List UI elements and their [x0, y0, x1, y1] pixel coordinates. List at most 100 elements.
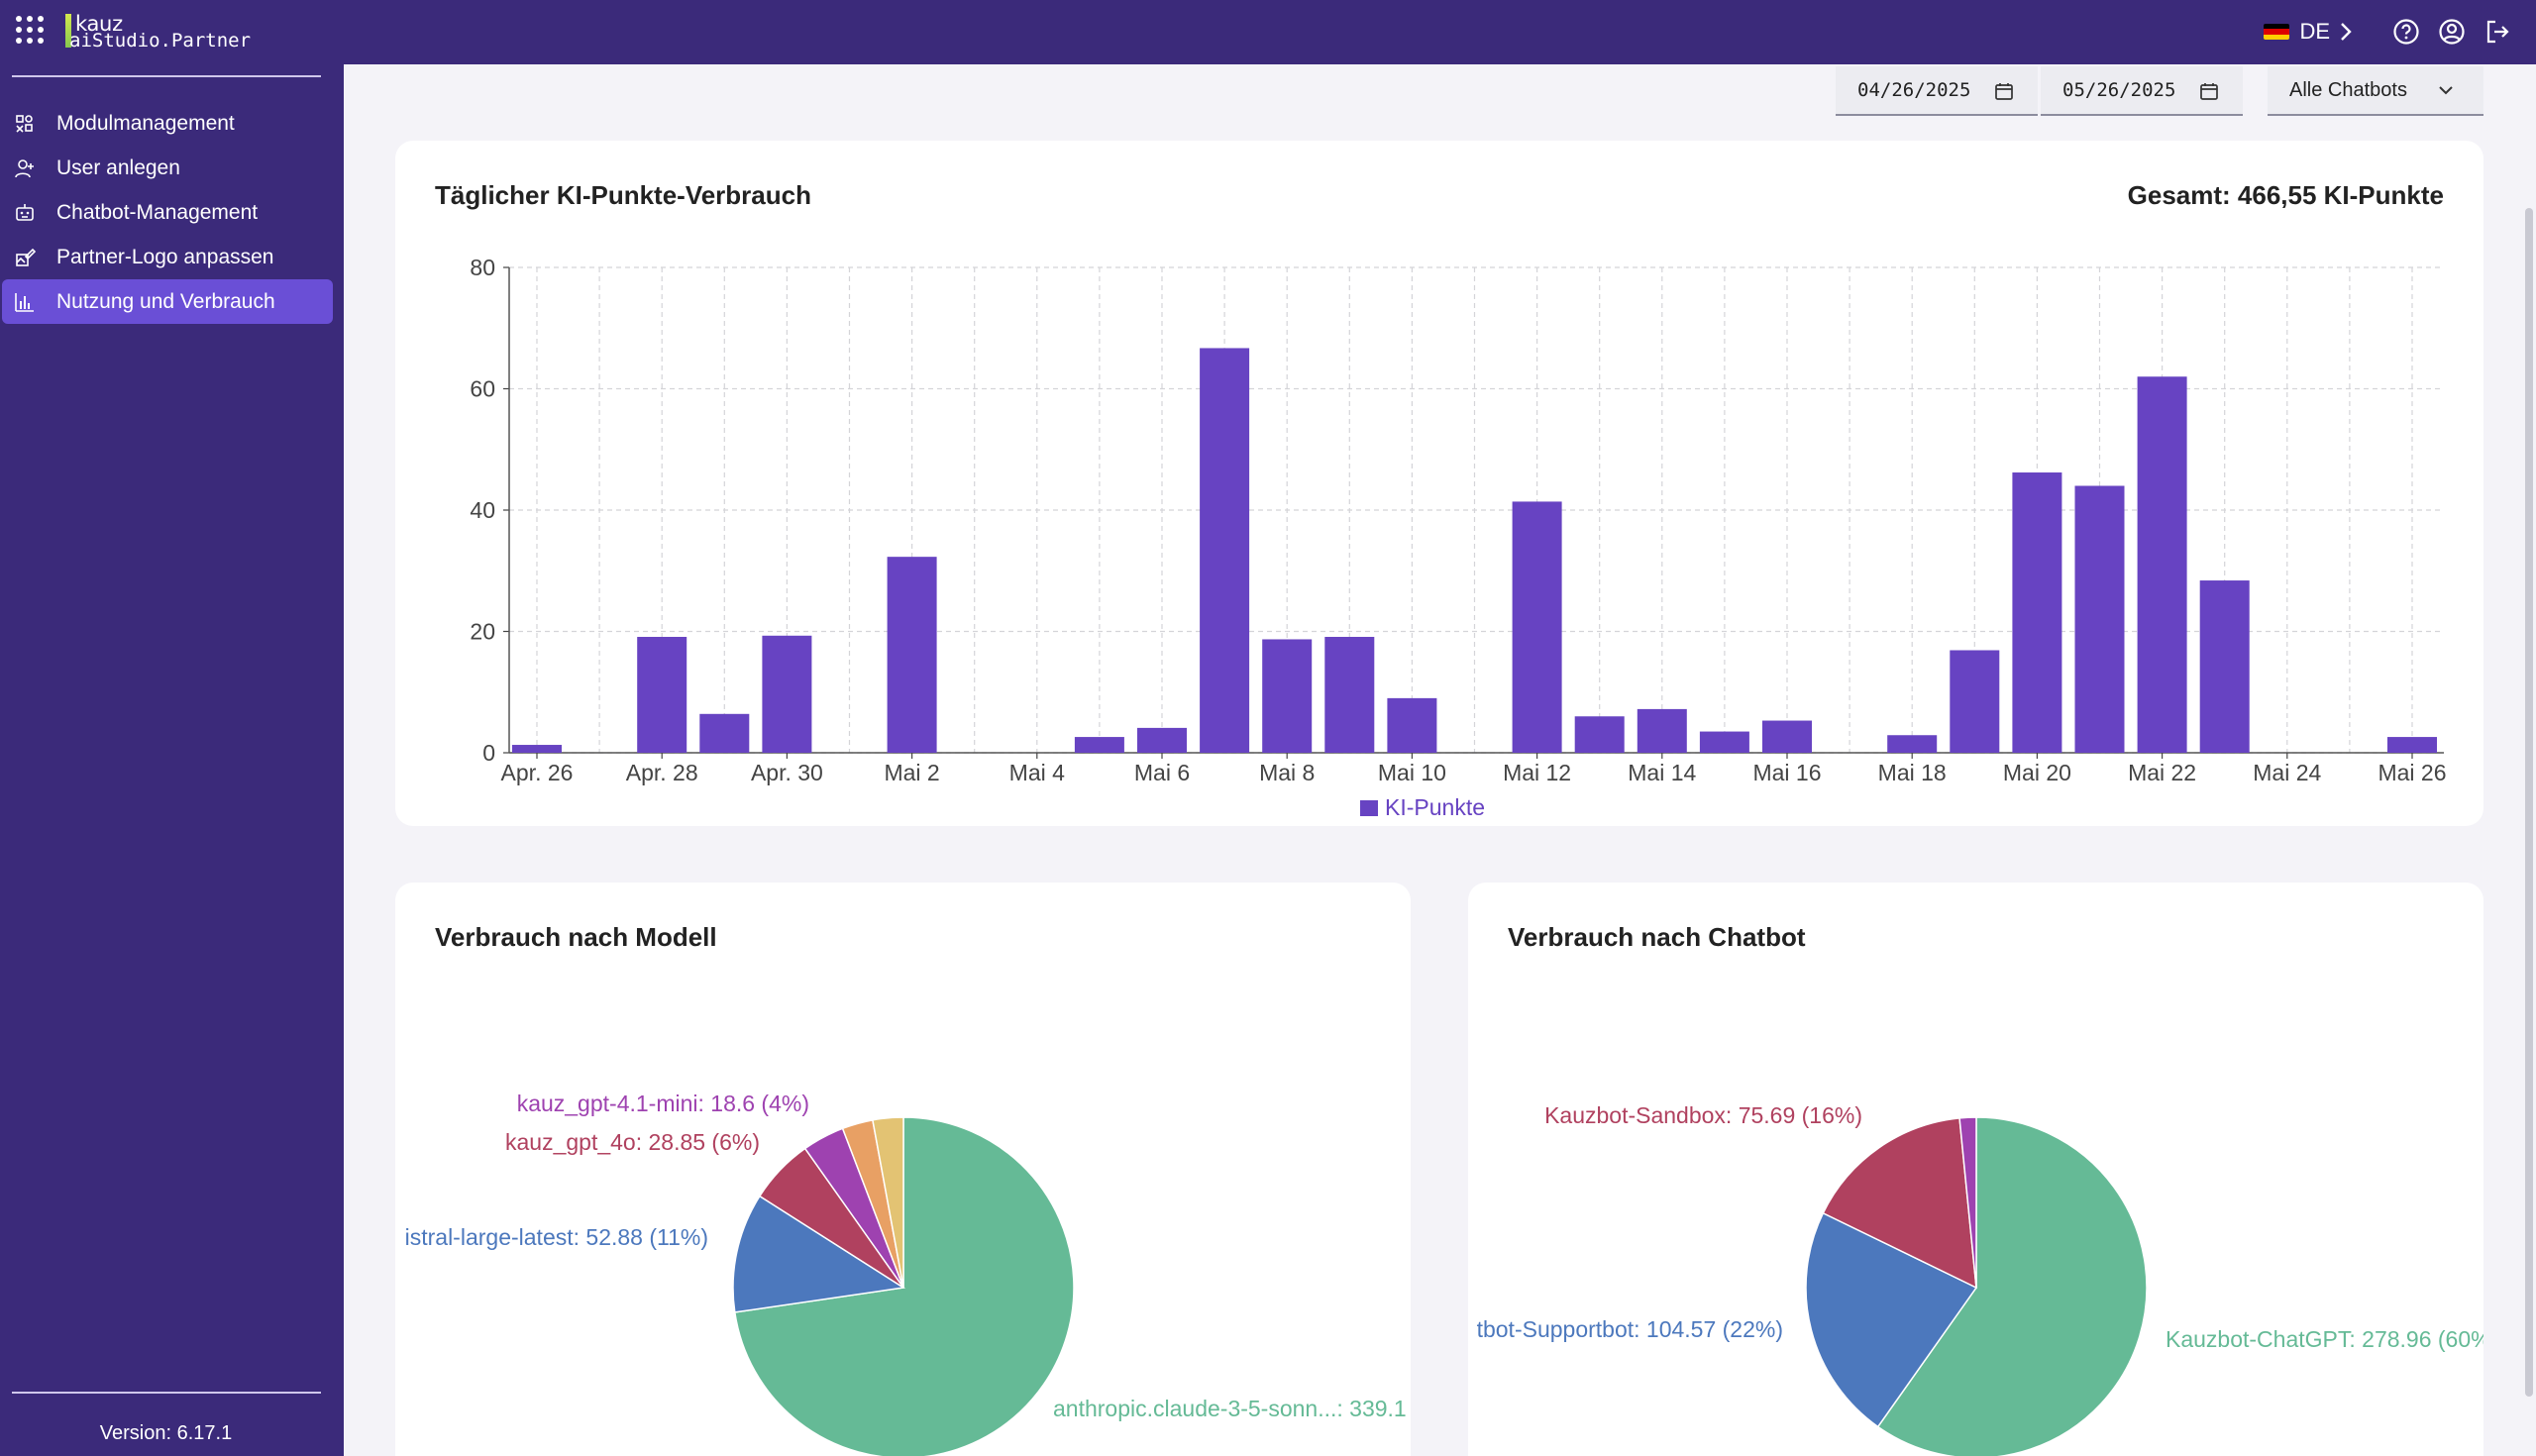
y-tick-label: 80 [470, 255, 495, 280]
pie-label: tbot-Supportbot: 104.57 (22%) [1477, 1316, 1783, 1342]
logo-mark [65, 14, 71, 48]
bar-apr-29 [699, 713, 750, 753]
chevron-right-icon [2341, 23, 2352, 41]
pie-slice [1805, 1211, 1978, 1428]
image-edit-icon [14, 247, 36, 268]
pie-slice [733, 1116, 1075, 1456]
pie-label: Kauzbot-ChatGPT: 278.96 (60% [2166, 1326, 2483, 1352]
start-date-field[interactable]: 04/26/2025 [1836, 66, 2038, 116]
bar-mai-12 [1512, 501, 1562, 753]
bar-mai-18 [1887, 735, 1938, 753]
bar-chart-icon [14, 291, 36, 313]
modules-icon [14, 113, 36, 135]
bar-mai-8 [1262, 639, 1313, 753]
chevron-down-icon [2439, 86, 2453, 95]
bar-mai-26 [2387, 737, 2437, 753]
x-tick-label: Mai 14 [1628, 760, 1696, 785]
sidebar-item-label: Partner-Logo anpassen [56, 245, 274, 268]
x-tick-label: Mai 2 [884, 760, 939, 785]
x-tick-label: Mai 22 [2128, 760, 2196, 785]
end-date-field[interactable]: 05/26/2025 [2041, 66, 2243, 116]
x-tick-label: Mai 26 [2378, 760, 2446, 785]
pie-label: anthropic.claude-3-5-sonn...: 339.1 [1053, 1396, 1407, 1421]
sidebar-item-user-anlegen[interactable]: User anlegen [2, 146, 333, 190]
bar-mai-14 [1637, 708, 1687, 753]
bar-mai-16 [1762, 720, 1812, 753]
legend-label: KI-Punkte [1385, 794, 1485, 820]
x-tick-label: Apr. 30 [751, 760, 823, 785]
sidebar-item-label: User anlegen [56, 156, 180, 179]
logout-icon[interactable] [2481, 15, 2514, 49]
bar-mai-13 [1574, 716, 1625, 753]
bar-apr-28 [637, 637, 687, 753]
pie-label: istral-large-latest: 52.88 (11%) [405, 1224, 708, 1250]
bar-mai-23 [2199, 580, 2250, 753]
logo-brand: kauz [75, 12, 123, 36]
help-icon[interactable] [2389, 15, 2423, 49]
x-tick-label: Mai 8 [1259, 760, 1315, 785]
pie-label: kauz_gpt-4.1-mini: 18.6 (4%) [517, 1091, 809, 1116]
x-tick-label: Mai 4 [1009, 760, 1065, 785]
sidebar-item-chatbot-management[interactable]: Chatbot-Management [2, 190, 333, 235]
x-tick-label: Apr. 26 [501, 760, 574, 785]
sidebar-divider-bottom [12, 1392, 321, 1394]
user-add-icon [14, 157, 36, 179]
sidebar-item-label: Chatbot-Management [56, 200, 259, 224]
daily-usage-total: Gesamt: 466,55 KI-Punkte [2127, 180, 2444, 210]
model-usage-title: Verbrauch nach Modell [435, 922, 717, 952]
bar-mai-10 [1387, 697, 1437, 753]
x-tick-label: Mai 6 [1134, 760, 1190, 785]
sidebar-item-label: Modulmanagement [56, 111, 235, 135]
logo-product-name: aiStudio [69, 30, 160, 52]
apps-grid-icon[interactable] [16, 16, 44, 44]
chatbot-usage-card: Verbrauch nach Chatbot Kauzbot-ChatGPT: … [1468, 883, 2483, 1456]
bar-mai-20 [2012, 472, 2062, 753]
bar-mai-6 [1137, 727, 1187, 753]
logo-product-suffix: .Partner [159, 30, 252, 52]
chatbot-icon [14, 202, 36, 224]
chatbot-select[interactable]: Alle Chatbots [2268, 66, 2483, 116]
end-date-value: 05/26/2025 [2062, 79, 2176, 101]
x-tick-label: Mai 10 [1378, 760, 1446, 785]
sidebar-item-modulmanagement[interactable]: Modulmanagement [2, 101, 333, 146]
logo-product: aiStudio.Partner [69, 30, 251, 52]
daily-usage-bar-chart: 0 20 40 60 80 Apr. 26 Apr. 28 Apr. 30 Mai 2 Mai 4… [470, 255, 2446, 820]
model-usage-pie-chart: anthropic.claude-3-5-sonn...: 339.1 istra… [405, 1091, 1407, 1456]
sidebar-item-label: Nutzung und Verbrauch [56, 289, 275, 313]
calendar-icon[interactable] [1994, 81, 2014, 101]
chatbot-usage-pie-chart: Kauzbot-ChatGPT: 278.96 (60% tbot-Support… [1477, 1102, 2483, 1456]
pie-slice [872, 1116, 904, 1289]
y-tick-label: 60 [470, 376, 495, 402]
x-tick-label: Apr. 28 [626, 760, 698, 785]
sidebar-item-nutzung-und-verbrauch[interactable]: Nutzung und Verbrauch [2, 279, 333, 324]
account-icon[interactable] [2435, 15, 2469, 49]
bar-mai-7 [1200, 348, 1250, 753]
bar-mai-2 [887, 557, 937, 753]
bar-mai-5 [1074, 737, 1124, 753]
version-label: Version: 6.17.1 [99, 1422, 233, 1444]
sidebar-divider-top [12, 75, 321, 77]
pie-slice [1822, 1117, 1977, 1290]
top-bar: kauz aiStudio.Partner DE [0, 0, 2536, 64]
x-tick-label: Mai 20 [2003, 760, 2071, 785]
chatbot-usage-title: Verbrauch nach Chatbot [1508, 922, 1806, 952]
sidebar: Modulmanagement User anlegen Chatbot-Man… [0, 64, 344, 1456]
start-date-value: 04/26/2025 [1857, 79, 1971, 101]
y-tick-label: 20 [470, 619, 495, 645]
y-tick-label: 0 [482, 740, 495, 766]
pie-slice [1876, 1116, 2148, 1456]
top-right-actions: DE [2264, 16, 2514, 48]
sidebar-item-partner-logo[interactable]: Partner-Logo anpassen [2, 235, 333, 279]
x-tick-label: Mai 12 [1503, 760, 1571, 785]
x-tick-label: Mai 16 [1752, 760, 1821, 785]
pie-label: kauz_gpt_4o: 28.85 (6%) [505, 1129, 760, 1155]
daily-usage-card: Täglicher KI-Punkte-Verbrauch Gesamt: 46… [395, 141, 2483, 826]
pie-slice [1958, 1116, 1977, 1289]
calendar-icon[interactable] [2199, 81, 2219, 101]
sidebar-nav: Modulmanagement User anlegen Chatbot-Man… [0, 101, 344, 324]
pie-label: Kauzbot-Sandbox: 75.69 (16%) [1544, 1102, 1862, 1128]
y-tick-label: 40 [470, 497, 495, 523]
language-switcher[interactable]: DE [2264, 19, 2352, 45]
scrollbar[interactable] [2525, 208, 2533, 1397]
daily-usage-title: Täglicher KI-Punkte-Verbrauch [435, 180, 811, 210]
